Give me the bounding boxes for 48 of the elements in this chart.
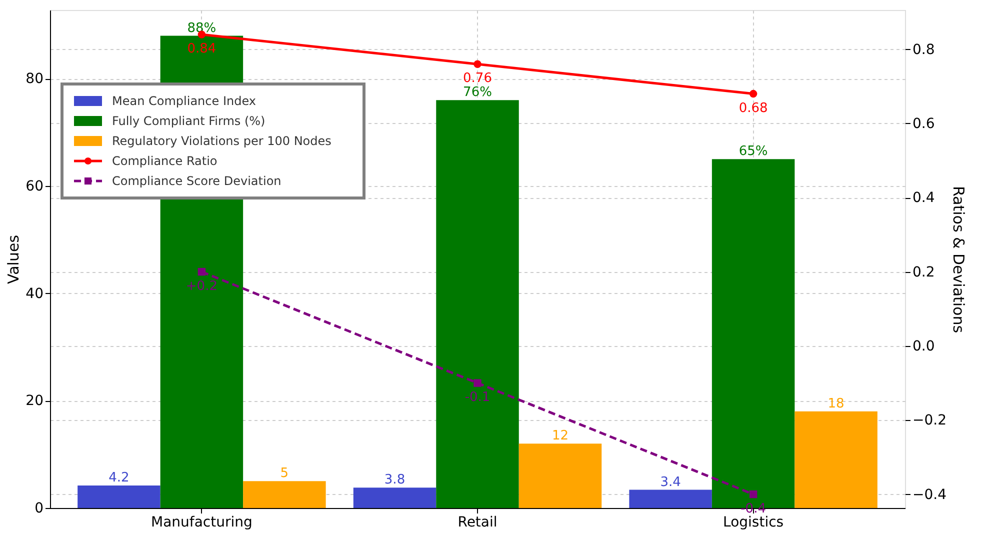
- bar: [243, 481, 326, 508]
- bar: [436, 100, 519, 508]
- y2-tick-label: −0.4: [912, 486, 947, 503]
- legend-label: Compliance Score Deviation: [112, 174, 282, 188]
- bar: [518, 444, 602, 508]
- y-tick-label: 80: [26, 71, 44, 88]
- data-label: 0.68: [738, 100, 768, 116]
- point: [749, 490, 758, 498]
- legend-label: Regulatory Violations per 100 Nodes: [112, 134, 332, 148]
- bar: [78, 485, 160, 508]
- legend-label: Compliance Ratio: [112, 154, 218, 168]
- data-label: 4.2: [108, 470, 130, 486]
- data-label: +0.2: [186, 278, 218, 294]
- point: [474, 379, 482, 387]
- data-label: 5: [280, 466, 289, 482]
- point: [198, 268, 206, 276]
- point: [749, 90, 758, 98]
- x-tick-label: Retail: [458, 514, 498, 530]
- data-label: 0.76: [463, 71, 492, 86]
- legend-label: Mean Compliance Index: [112, 94, 256, 108]
- x-tick-label: Logistics: [723, 514, 784, 530]
- y-axis-title: Values: [4, 234, 23, 284]
- y2-axis-title: Ratios & Deviations: [949, 186, 968, 334]
- data-label: 3.4: [660, 474, 681, 490]
- y-tick-label: 0: [34, 500, 44, 516]
- data-label: 65%: [738, 144, 768, 160]
- x-tick-label: Manufacturing: [151, 514, 252, 530]
- bar: [353, 488, 436, 508]
- data-label: 18: [828, 396, 844, 412]
- legend-label: Fully Compliant Firms (%): [112, 114, 266, 128]
- y2-tick-label: 0.4: [912, 190, 935, 206]
- bar: [629, 490, 712, 508]
- data-label: 76%: [463, 85, 492, 100]
- y2-tick-label: −0.2: [912, 412, 946, 429]
- data-label: 88%: [187, 20, 216, 36]
- y2-tick-label: 0.6: [912, 116, 935, 132]
- y2-tick-label: 0.8: [912, 42, 935, 58]
- bar: [794, 411, 878, 508]
- y-tick-label: 60: [26, 178, 44, 195]
- data-label: 0.84: [187, 41, 216, 56]
- y-tick-label: 20: [26, 393, 44, 410]
- data-label: -0.1: [464, 390, 490, 406]
- data-label: 12: [552, 428, 569, 444]
- data-label: 3.8: [384, 472, 406, 488]
- point: [474, 60, 482, 68]
- y-tick-label: 40: [26, 286, 44, 302]
- y2-tick-label: 0.2: [912, 264, 935, 280]
- y2-tick-label: 0.0: [912, 338, 935, 354]
